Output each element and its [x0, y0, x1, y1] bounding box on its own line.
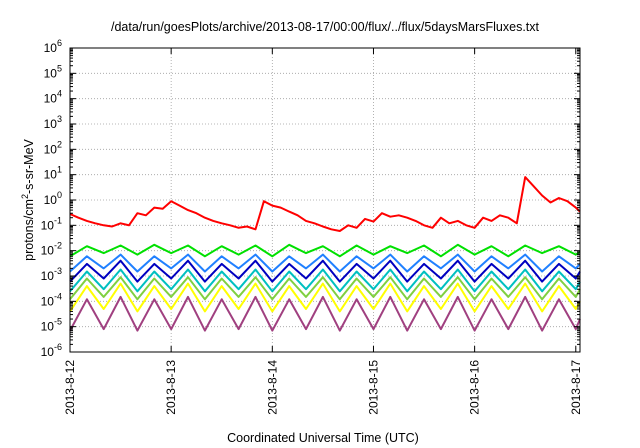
series-line-2 [69, 243, 581, 258]
axis-layer: 10-6 10-5 10-4 10-3 10-2 10-1 100 101 102 103 104 1… [41, 38, 583, 415]
y-tick-label: 10-6 [41, 342, 62, 359]
y-tick-label: 10-2 [41, 241, 62, 258]
x-tick-label: 2013-8-13 [164, 360, 178, 415]
y-axis-label-sup: 2 [20, 194, 30, 199]
y-axis-label-main: protons/cm [22, 199, 36, 261]
series-line-7 [69, 282, 581, 313]
y-tick-label: 103 [44, 114, 62, 131]
series-line-1 [69, 176, 581, 232]
x-tick-label: 2013-8-14 [265, 360, 279, 415]
y-tick-label: 105 [44, 63, 62, 80]
grid-layer [69, 48, 580, 352]
y-tick-label: 104 [44, 89, 62, 106]
y-tick-label: 106 [44, 38, 62, 55]
series-line-8 [69, 295, 581, 332]
chart-title: /data/run/goesPlots/archive/2013-08-17/0… [111, 20, 540, 34]
y-tick-label: 10-4 [41, 291, 62, 308]
y-tick-label: 10-1 [41, 215, 62, 232]
x-tick-label: 2013-8-12 [63, 360, 77, 415]
x-tick-label: 2013-8-17 [569, 360, 583, 415]
y-tick-label: 102 [44, 139, 62, 156]
series-line-6 [69, 276, 581, 301]
y-tick-label: 100 [44, 190, 62, 207]
series-layer [69, 176, 581, 332]
series-line-4 [69, 259, 581, 283]
x-tick-label: 2013-8-15 [366, 360, 380, 415]
y-axis-label-rest: -s-sr-MeV [22, 138, 36, 194]
x-tick-label: 2013-8-16 [468, 360, 482, 415]
y-tick-label: 10-5 [41, 317, 62, 334]
y-axis-label: protons/cm2-s-sr-MeV [20, 138, 36, 260]
y-tick-label: 101 [44, 165, 62, 182]
y-tick-label: 10-3 [41, 266, 62, 283]
series-line-5 [69, 268, 581, 293]
x-axis-label: Coordinated Universal Time (UTC) [227, 431, 419, 445]
series-line-3 [69, 253, 581, 273]
